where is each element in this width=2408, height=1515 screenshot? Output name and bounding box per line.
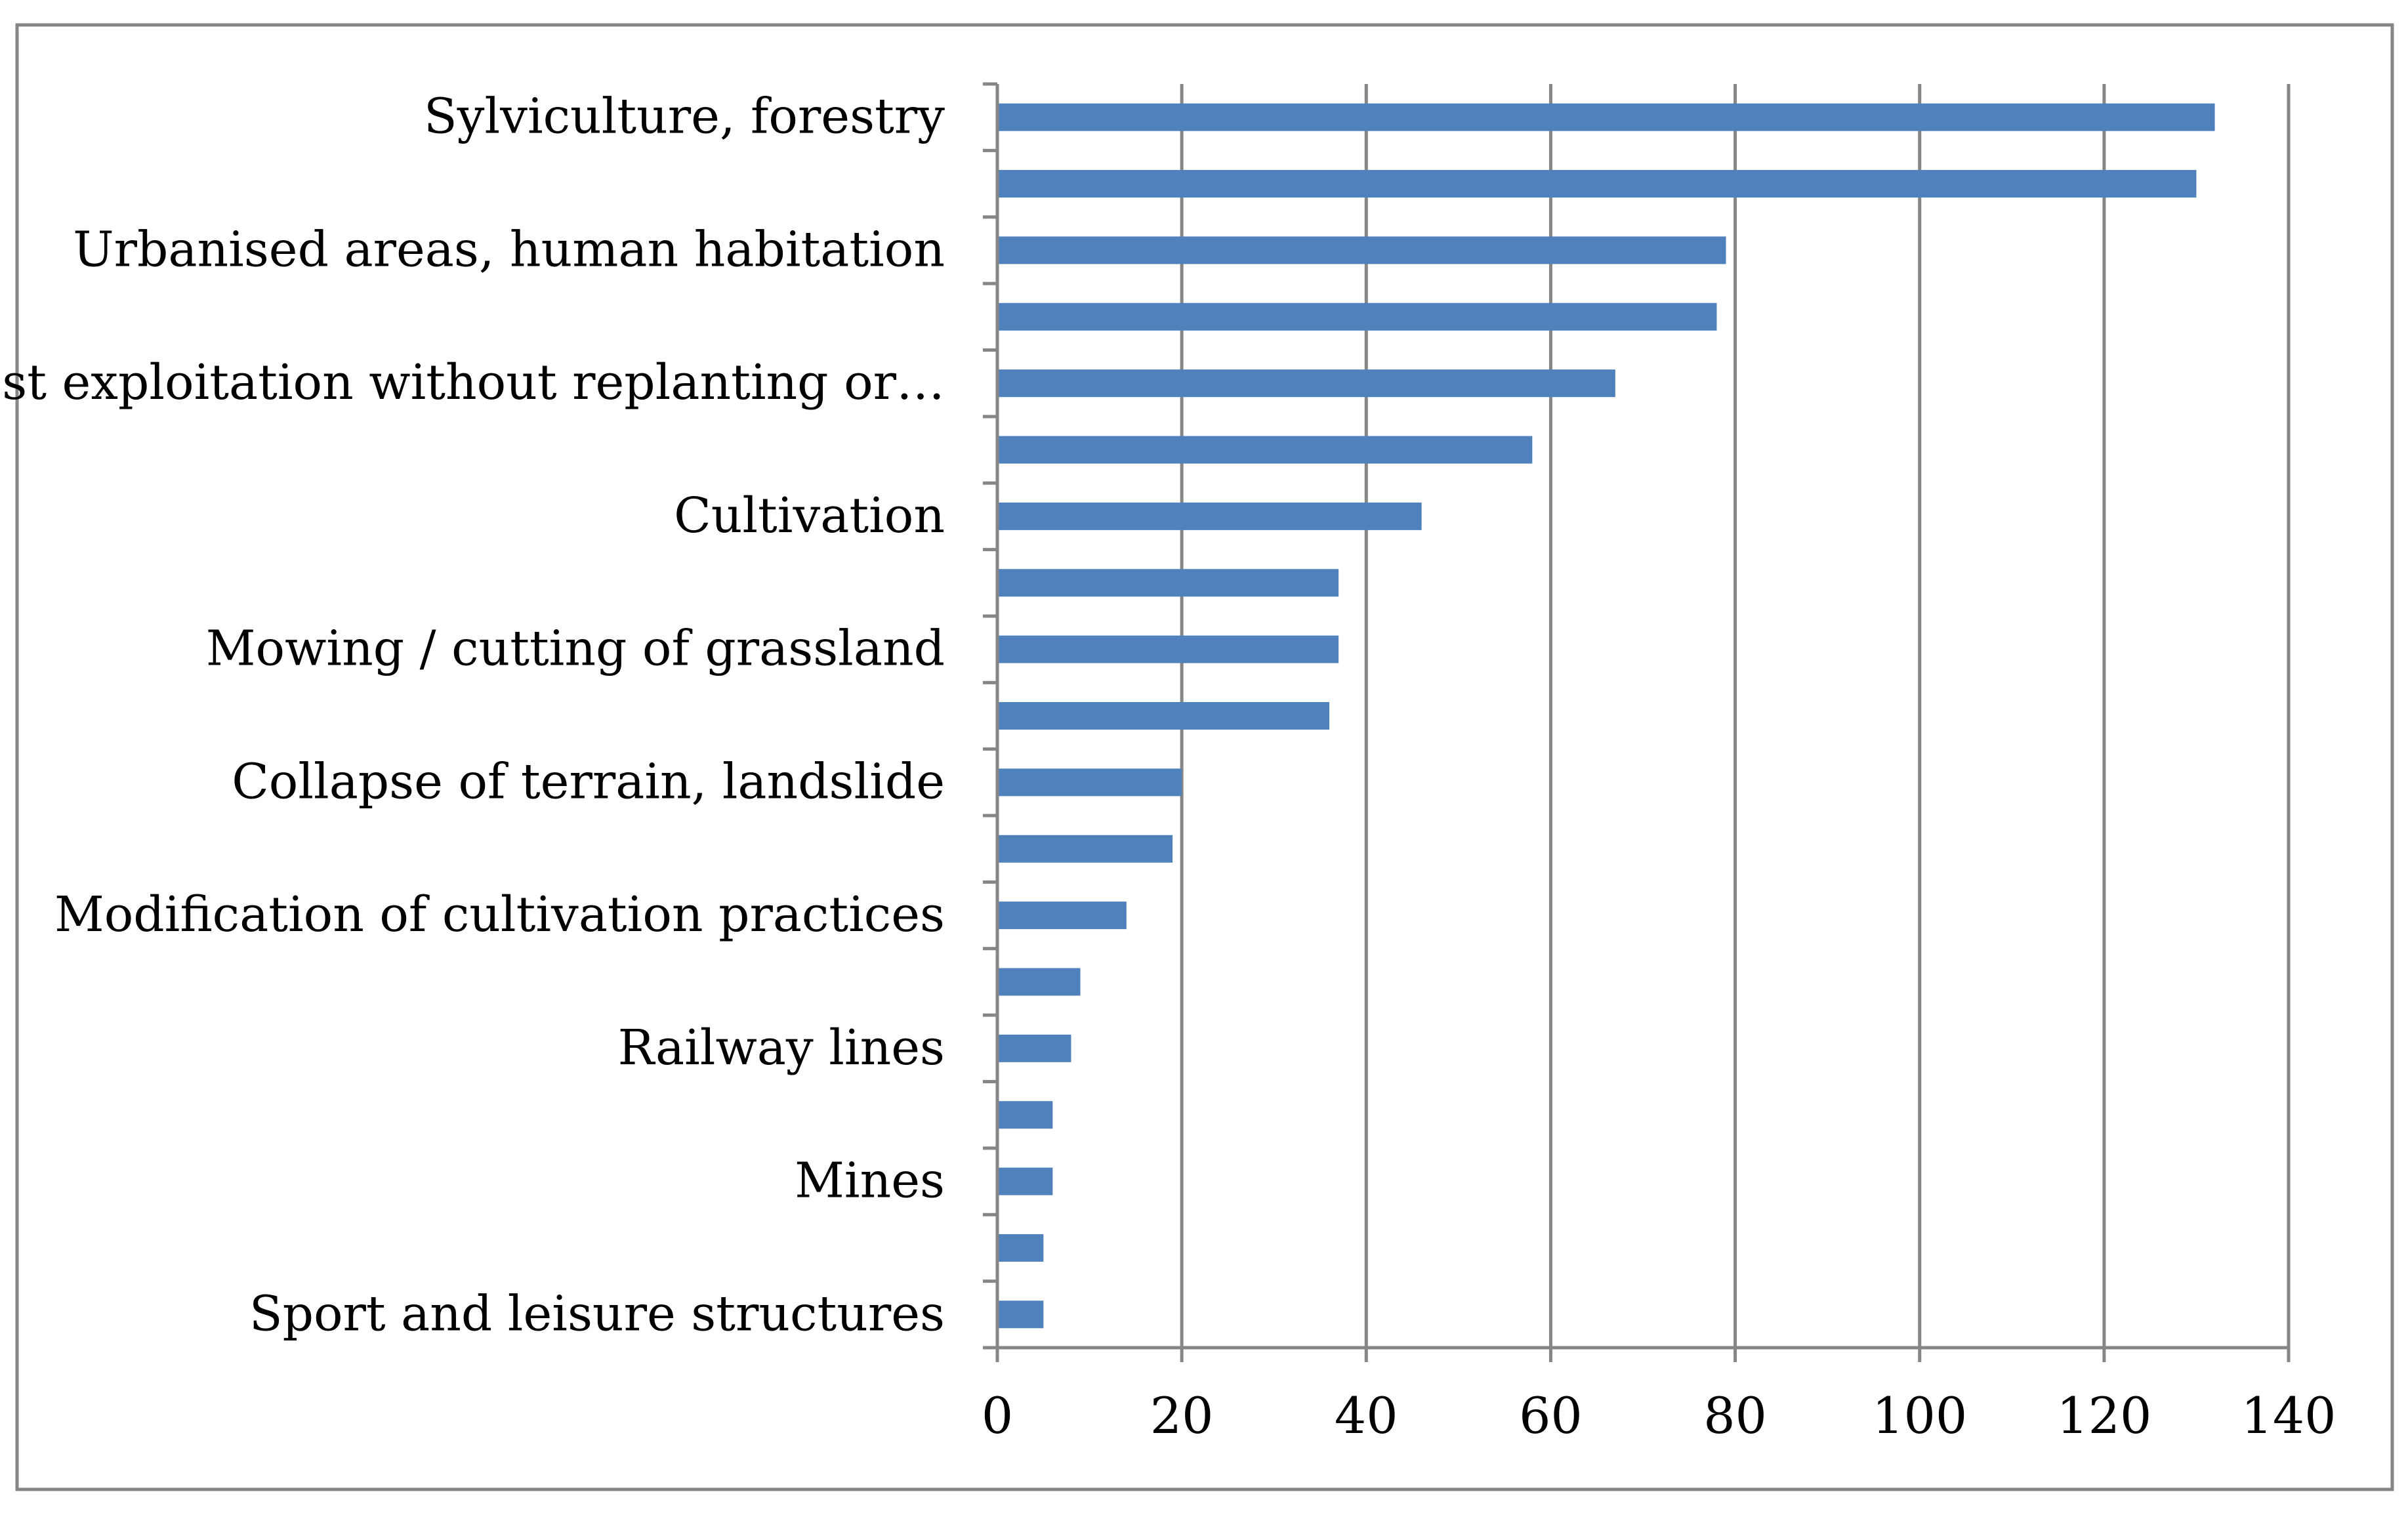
bar-4 <box>997 369 1615 398</box>
category-label: Urbanised areas, human habitation <box>73 221 945 278</box>
bar-12 <box>997 902 1127 930</box>
bar-18 <box>997 1300 1044 1329</box>
bar-17 <box>997 1234 1044 1262</box>
grid-lines <box>1180 84 2291 1348</box>
category-label: Forest exploitation without replanting o… <box>0 354 945 411</box>
category-label: Mines <box>795 1153 945 1209</box>
bar-9 <box>997 702 1330 730</box>
x-tick-label: 40 <box>1335 1386 1398 1445</box>
x-tick-label: 60 <box>1519 1386 1583 1445</box>
category-label: Modification of cultivation practices <box>54 886 945 943</box>
x-tick-label: 80 <box>1703 1386 1767 1445</box>
bar-8 <box>997 635 1339 663</box>
x-tick-label: 0 <box>982 1386 1013 1445</box>
bar-16 <box>997 1167 1053 1195</box>
category-label: Cultivation <box>674 488 945 544</box>
bars <box>997 103 2215 1329</box>
bar-14 <box>997 1034 1071 1062</box>
x-tick-label: 100 <box>1872 1386 1967 1445</box>
bar-1 <box>997 170 2197 198</box>
category-label: Railway lines <box>618 1020 945 1076</box>
category-label: Sport and leisure structures <box>249 1285 945 1342</box>
bar-6 <box>997 502 1422 530</box>
bar-5 <box>997 436 1533 464</box>
axes <box>983 82 2291 1362</box>
bar-2 <box>997 236 1726 264</box>
bar-7 <box>997 569 1339 597</box>
x-tick-label: 120 <box>2056 1386 2151 1445</box>
category-labels: Sylviculture, forestry Urbanised areas, h… <box>0 89 945 1342</box>
bar-15 <box>997 1101 1053 1129</box>
category-label: Collapse of terrain, landslide <box>232 753 945 810</box>
category-label: Sylviculture, forestry <box>424 89 945 145</box>
bar-11 <box>997 835 1173 863</box>
tick-labels: 0 20 40 60 80 100 120 140 <box>982 1386 2336 1445</box>
bar-13 <box>997 968 1081 996</box>
chart-frame <box>15 23 2394 1491</box>
x-tick-label: 140 <box>2241 1386 2336 1445</box>
bar-0 <box>997 103 2215 131</box>
category-label: Mowing / cutting of grassland <box>206 621 945 677</box>
x-tick-label: 20 <box>1150 1386 1214 1445</box>
bar-10 <box>997 768 1182 797</box>
bar-3 <box>997 302 1717 331</box>
